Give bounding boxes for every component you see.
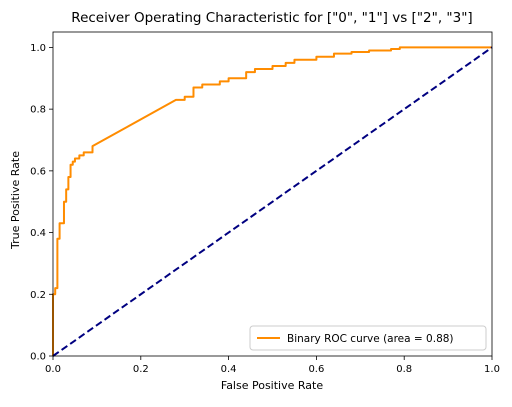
y-tick-label: 0.2 (30, 290, 46, 301)
x-tick-label: 0.0 (45, 364, 61, 375)
legend-label: Binary ROC curve (area = 0.88) (287, 333, 454, 345)
x-axis-label: False Positive Rate (221, 379, 323, 392)
x-tick-label: 0.6 (308, 364, 324, 375)
y-tick-label: 1.0 (30, 43, 46, 54)
y-tick-label: 0.4 (30, 228, 46, 239)
legend: Binary ROC curve (area = 0.88) (249, 325, 487, 351)
axes-frame (52, 31, 493, 357)
x-tick-label: 1.0 (484, 364, 500, 375)
roc-curve-line (52, 46, 492, 356)
y-tick-label: 0.0 (30, 352, 46, 363)
y-tick-label: 0.8 (30, 105, 46, 116)
diagonal-reference-line (52, 46, 493, 357)
y-axis-label: True Positive Rate (9, 151, 22, 250)
plot-area: 0.0 0.2 0.4 0.6 0.8 1.0 0.0 0.2 0.4 0.6 0.8 1.0 (30, 31, 500, 375)
x-tick-label: 0.2 (133, 364, 149, 375)
chart-title: Receiver Operating Characteristic for ["… (71, 10, 472, 26)
legend-box (249, 325, 487, 351)
x-tick-label: 0.4 (221, 364, 237, 375)
y-tick-label: 0.6 (30, 166, 46, 177)
x-tick-label: 0.8 (396, 364, 412, 375)
